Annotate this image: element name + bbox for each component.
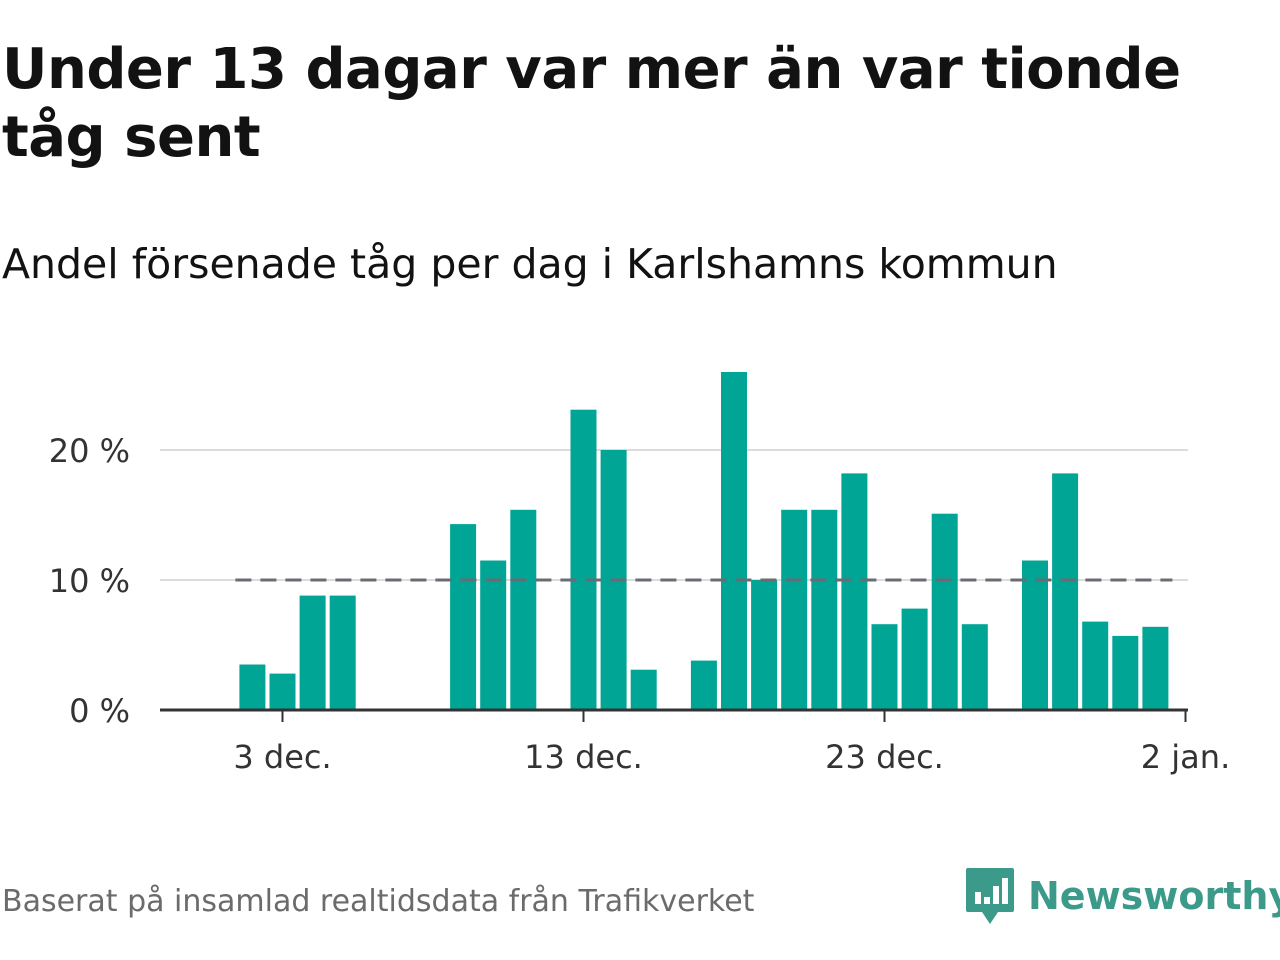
bar xyxy=(630,669,657,710)
bar xyxy=(721,372,747,710)
bar xyxy=(781,509,808,710)
bar-chart: 0 % 10 % 20 % 3 dec. 13 dec. 23 dec. 2 jan. xyxy=(49,372,1231,776)
brand-name: Newsworthy xyxy=(1028,874,1280,918)
bar xyxy=(269,673,296,710)
newsworthy-logo-icon xyxy=(966,868,1014,924)
x-tick-label: 2 jan. xyxy=(1141,738,1230,776)
bar xyxy=(1112,635,1139,710)
bar xyxy=(570,409,597,710)
y-tick-label: 0 % xyxy=(69,692,130,730)
source-note: Baserat på insamlad realtidsdata från Tr… xyxy=(2,884,755,919)
bar xyxy=(1022,560,1048,710)
bar xyxy=(510,509,537,710)
bar xyxy=(931,513,958,710)
x-tick-label: 13 dec. xyxy=(524,738,643,776)
chart-title: Under 13 dagar var mer än var tionde tåg… xyxy=(2,37,1181,170)
chart-subtitle: Andel försenade tåg per dag i Karlshamns… xyxy=(2,240,1058,288)
bar xyxy=(1142,626,1169,710)
bar xyxy=(299,595,326,710)
x-tick-label: 3 dec. xyxy=(233,738,331,776)
bar xyxy=(450,524,477,710)
bar xyxy=(690,660,717,710)
bar xyxy=(871,624,898,710)
bar xyxy=(961,624,988,710)
y-tick-label: 20 % xyxy=(49,432,130,470)
bar xyxy=(751,580,778,710)
bar xyxy=(1052,473,1079,710)
bar xyxy=(811,509,838,710)
bar xyxy=(239,664,266,710)
y-tick-label: 10 % xyxy=(49,562,130,600)
bar xyxy=(1082,621,1109,710)
bars xyxy=(239,372,1169,710)
bar xyxy=(841,473,868,710)
axes: 0 % 10 % 20 % 3 dec. 13 dec. 23 dec. 2 jan. xyxy=(49,432,1231,776)
x-tick-label: 23 dec. xyxy=(825,738,944,776)
bar xyxy=(480,560,507,710)
brand-logo: Newsworthy xyxy=(964,866,1280,926)
bar xyxy=(329,595,356,710)
bar xyxy=(901,608,928,710)
